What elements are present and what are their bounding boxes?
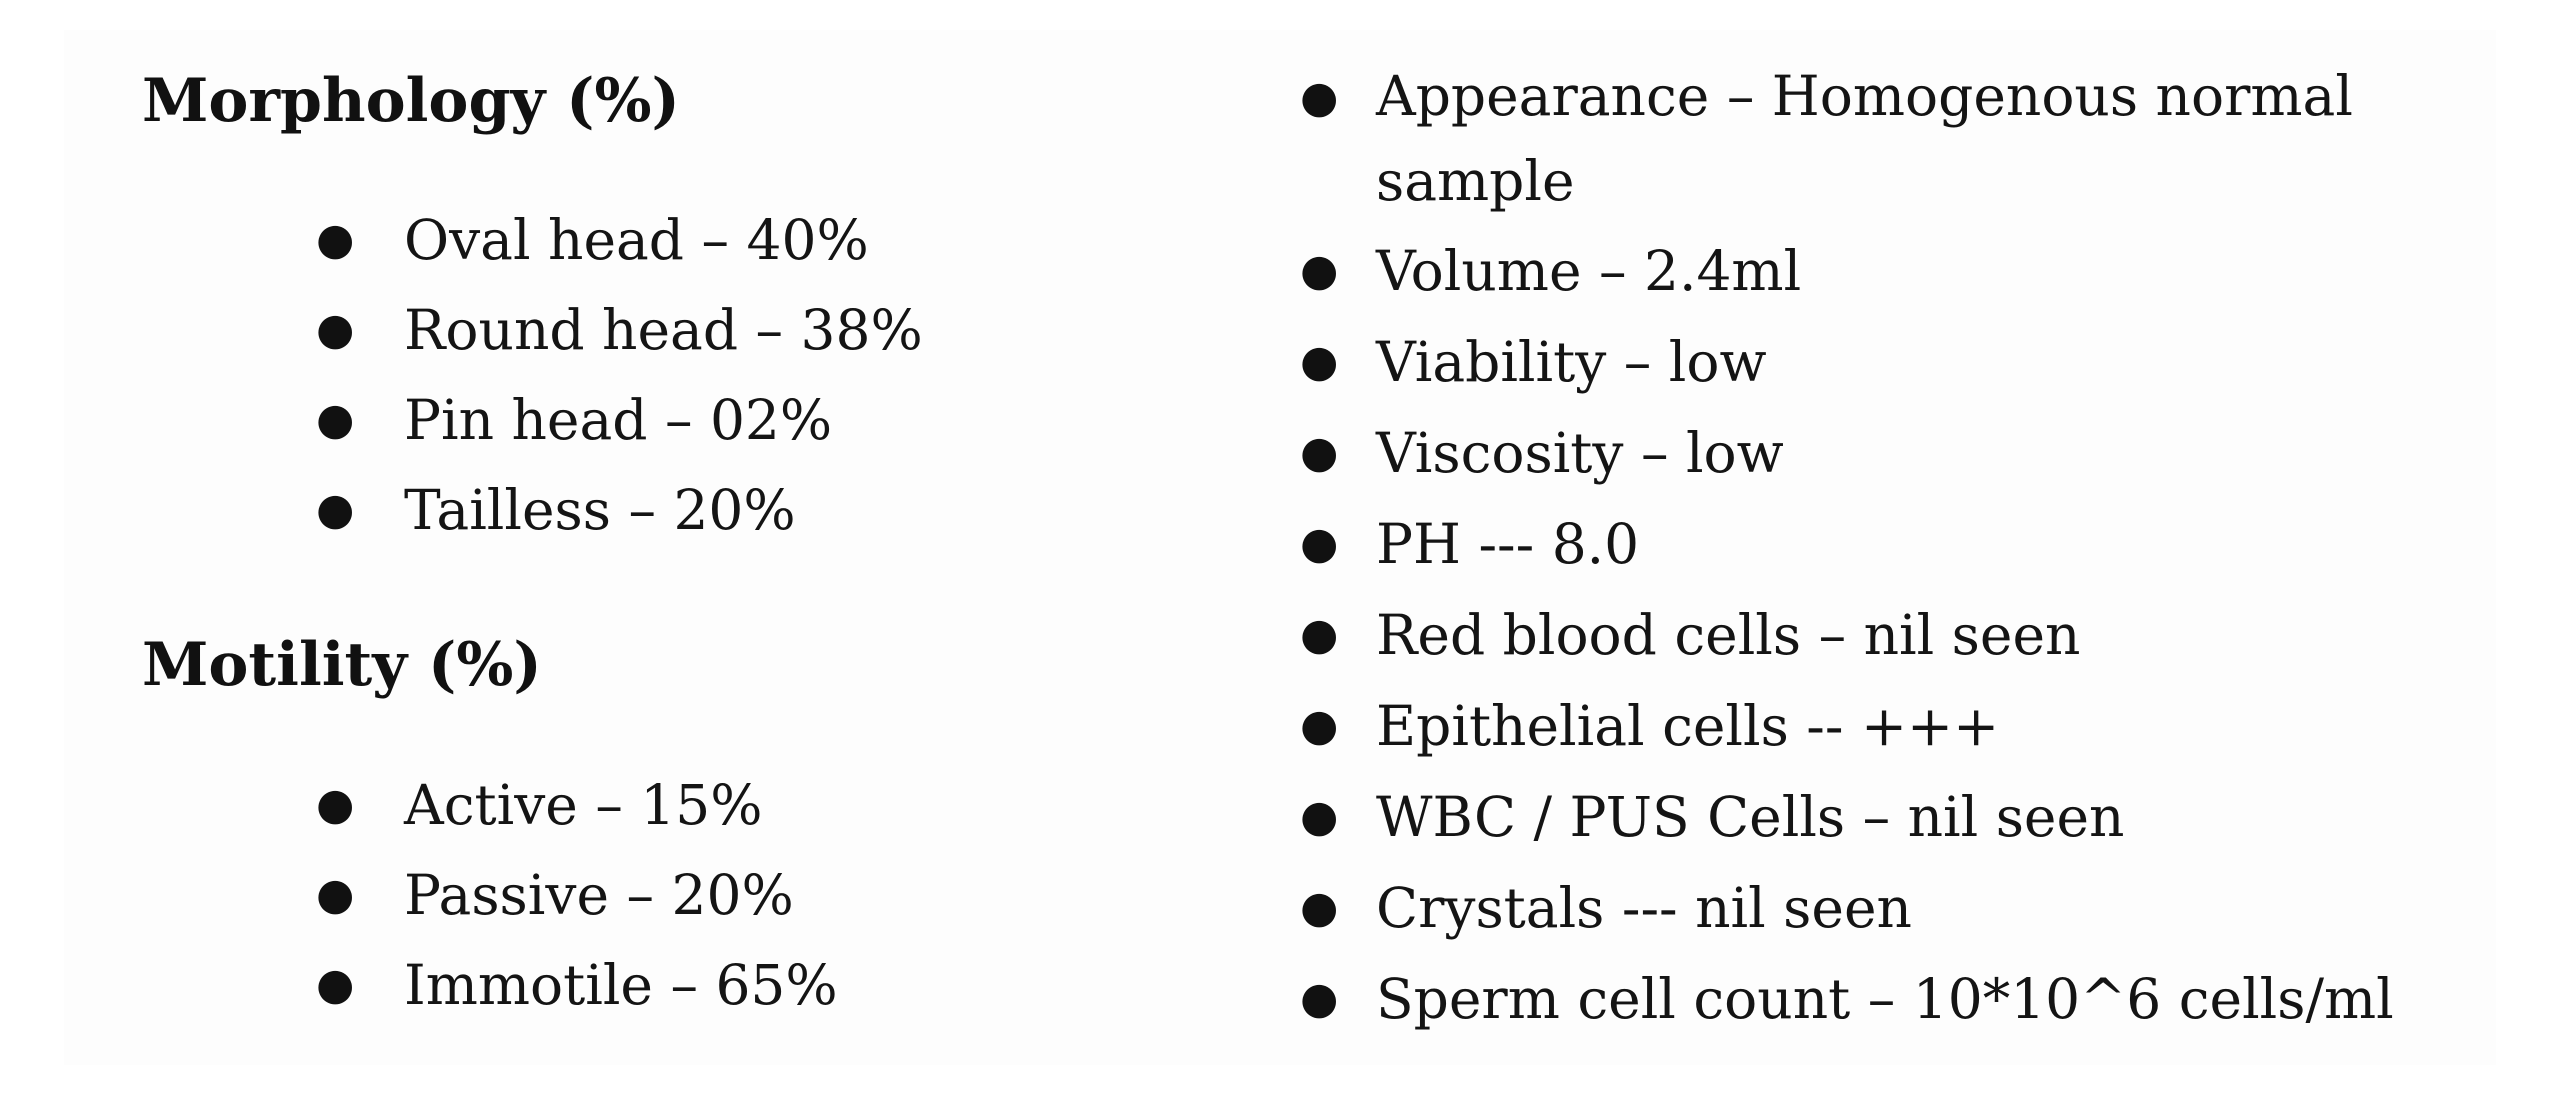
bullet-icon: ●: [316, 869, 355, 920]
bullet-icon: ●: [1300, 518, 1339, 569]
motility-item-passive: Passive – 20%: [404, 863, 794, 927]
list-item: ● WBC / PUS Cells – nil seen: [1300, 773, 2480, 861]
morphology-heading: Morphology (%): [142, 66, 680, 136]
list-item: ● Appearance – Homogenous normal sample: [1300, 54, 2480, 224]
analysis-list: ● Appearance – Homogenous normal sample ●…: [1300, 54, 2480, 1046]
list-item: ● Immotile – 65%: [316, 940, 838, 1030]
document-panel: [64, 30, 2496, 1065]
list-item: ● Round head – 38%: [316, 285, 923, 375]
list-item: ● Passive – 20%: [316, 850, 838, 940]
list-item: ● Red blood cells – nil seen: [1300, 591, 2480, 679]
bullet-icon: ●: [316, 959, 355, 1010]
bullet-icon: ●: [1300, 700, 1339, 751]
list-item: ● Viability – low: [1300, 318, 2480, 406]
analysis-item-epithelial-cells: Epithelial cells -- +++: [1376, 694, 2000, 758]
bullet-icon: ●: [316, 394, 355, 445]
list-item: ● Volume – 2.4ml: [1300, 227, 2480, 315]
analysis-item-red-blood-cells: Red blood cells – nil seen: [1376, 603, 2081, 667]
morphology-item-oval-head: Oval head – 40%: [404, 208, 869, 272]
list-item: ● Viscosity – low: [1300, 409, 2480, 497]
analysis-item-appearance: Appearance – Homogenous normal sample: [1376, 64, 2353, 213]
analysis-item-sperm-cell-count: Sperm cell count – 10*10^6 cells/ml: [1376, 967, 2394, 1031]
list-item: ● Active – 15%: [316, 760, 838, 850]
motility-list: ● Active – 15% ● Passive – 20% ● Immotile –…: [316, 760, 838, 1030]
list-item: ● Pin head – 02%: [316, 375, 923, 465]
list-item: ● Crystals --- nil seen: [1300, 864, 2480, 952]
bullet-icon: ●: [316, 484, 355, 535]
analysis-item-volume: Volume – 2.4ml: [1376, 239, 1802, 303]
bullet-icon: ●: [1300, 245, 1339, 296]
bullet-icon: ●: [1300, 336, 1339, 387]
bullet-icon: ●: [316, 214, 355, 265]
motility-heading: Motility (%): [142, 630, 542, 700]
bullet-icon: ●: [1300, 791, 1339, 842]
analysis-item-ph: PH --- 8.0: [1376, 512, 1640, 576]
analysis-item-viability: Viability – low: [1376, 330, 1767, 394]
morphology-item-tailless: Tailless – 20%: [404, 478, 796, 542]
list-item: ● Sperm cell count – 10*10^6 cells/ml: [1300, 955, 2480, 1043]
analysis-item-viscosity: Viscosity – low: [1376, 421, 1784, 485]
bullet-icon: ●: [1300, 72, 1339, 123]
list-item: ● Tailless – 20%: [316, 465, 923, 555]
motility-item-immotile: Immotile – 65%: [404, 953, 838, 1017]
bullet-icon: ●: [316, 779, 355, 830]
list-item: ● Epithelial cells -- +++: [1300, 682, 2480, 770]
bullet-icon: ●: [1300, 427, 1339, 478]
bullet-icon: ●: [1300, 882, 1339, 933]
bullet-icon: ●: [1300, 609, 1339, 660]
analysis-item-crystals: Crystals --- nil seen: [1376, 876, 1912, 940]
list-item: ● PH --- 8.0: [1300, 500, 2480, 588]
bullet-icon: ●: [316, 304, 355, 355]
motility-item-active: Active – 15%: [404, 773, 763, 837]
morphology-item-round-head: Round head – 38%: [404, 298, 923, 362]
list-item: ● Oval head – 40%: [316, 195, 923, 285]
morphology-list: ● Oval head – 40% ● Round head – 38% ● Pin …: [316, 195, 923, 555]
morphology-item-pin-head: Pin head – 02%: [404, 388, 833, 452]
bullet-icon: ●: [1300, 973, 1339, 1024]
analysis-item-wbc-pus-cells: WBC / PUS Cells – nil seen: [1376, 785, 2125, 849]
